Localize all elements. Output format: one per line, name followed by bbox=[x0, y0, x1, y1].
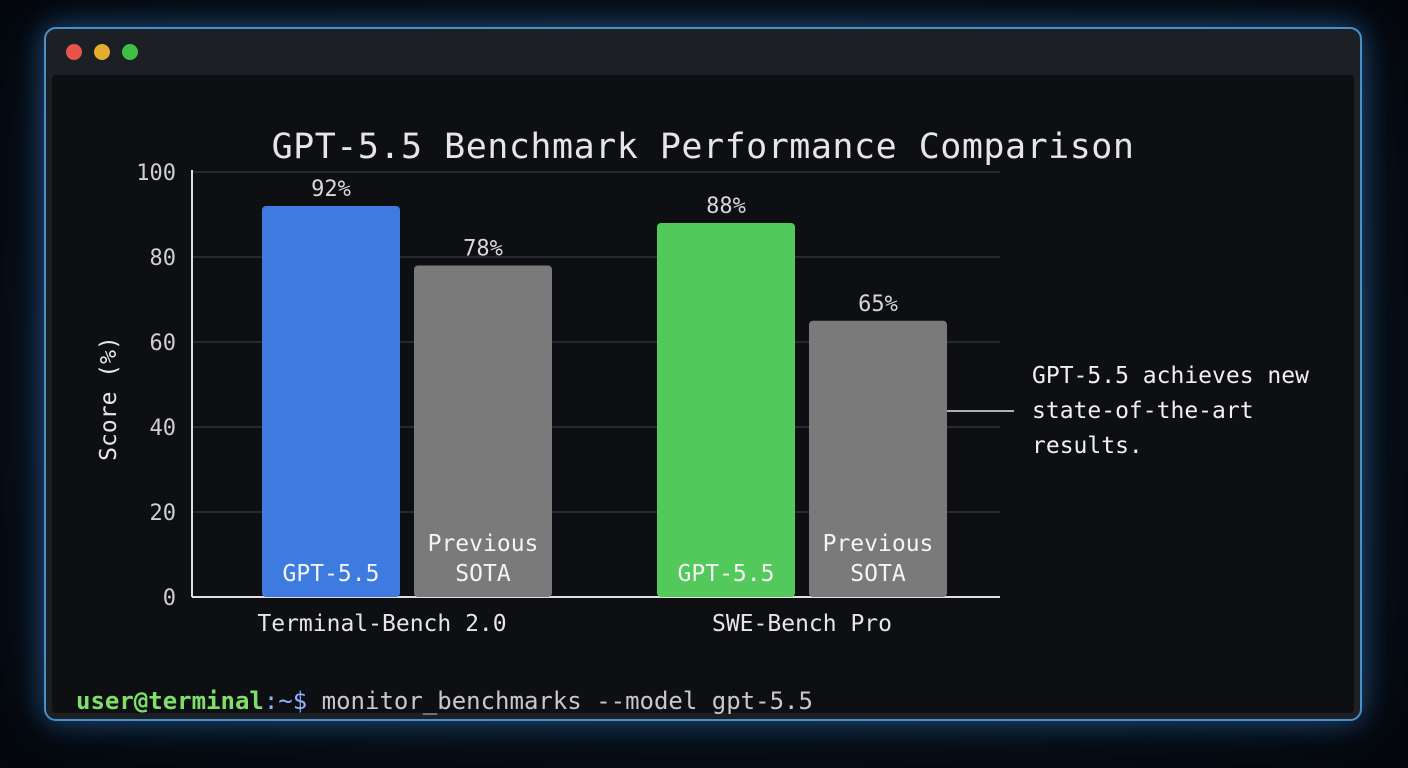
bar-inner-label: Previous bbox=[428, 531, 539, 557]
bar bbox=[809, 320, 947, 597]
terminal-window: GPT-5.5 Benchmark Performance Comparison… bbox=[44, 27, 1362, 721]
terminal-prompt-line[interactable]: user@terminal:~$ monitor_benchmarks --mo… bbox=[76, 687, 813, 715]
chart-title: GPT-5.5 Benchmark Performance Comparison bbox=[271, 127, 1135, 167]
close-window-button[interactable] bbox=[66, 44, 82, 60]
x-tick-label: SWE-Bench Pro bbox=[712, 611, 892, 637]
minimize-window-button[interactable] bbox=[94, 44, 110, 60]
bar-inner-label: GPT-5.5 bbox=[678, 561, 775, 587]
prompt-path: ~$ bbox=[278, 687, 308, 715]
y-tick-label: 40 bbox=[150, 416, 177, 441]
bar bbox=[414, 265, 552, 597]
y-tick-label: 0 bbox=[163, 586, 176, 611]
y-tick-label: 80 bbox=[150, 246, 177, 271]
window-titlebar bbox=[46, 29, 1360, 75]
maximize-window-button[interactable] bbox=[122, 44, 138, 60]
y-axis-label: Score (%) bbox=[96, 336, 122, 461]
data-label: 92% bbox=[311, 177, 351, 202]
prompt-separator: : bbox=[263, 687, 279, 715]
bar-chart: 0 20 40 60 80 100 Score (%) 92% GPT-5.5 88% GPT-5.… bbox=[96, 161, 1014, 637]
y-tick-label: 100 bbox=[136, 161, 176, 186]
bar bbox=[657, 223, 795, 597]
terminal-output: GPT-5.5 Benchmark Performance Comparison… bbox=[52, 75, 1354, 715]
bar-inner-label: SOTA bbox=[850, 561, 906, 587]
bar-inner-label: SOTA bbox=[455, 561, 511, 587]
chart-annotation: GPT-5.5 achieves new state-of-the-art re… bbox=[1032, 363, 1309, 459]
bar-inner-label: GPT-5.5 bbox=[283, 561, 380, 587]
y-tick-label: 20 bbox=[150, 501, 177, 526]
prompt-user: user@terminal bbox=[76, 687, 264, 715]
data-label: 65% bbox=[858, 292, 898, 317]
prompt-command: monitor_benchmarks --model gpt-5.5 bbox=[307, 687, 813, 715]
data-label: 88% bbox=[706, 194, 746, 219]
y-tick-label: 60 bbox=[150, 331, 177, 356]
x-tick-label: Terminal-Bench 2.0 bbox=[257, 611, 506, 637]
bar bbox=[262, 206, 400, 597]
bar-inner-label: Previous bbox=[823, 531, 934, 557]
data-label: 78% bbox=[463, 237, 503, 262]
